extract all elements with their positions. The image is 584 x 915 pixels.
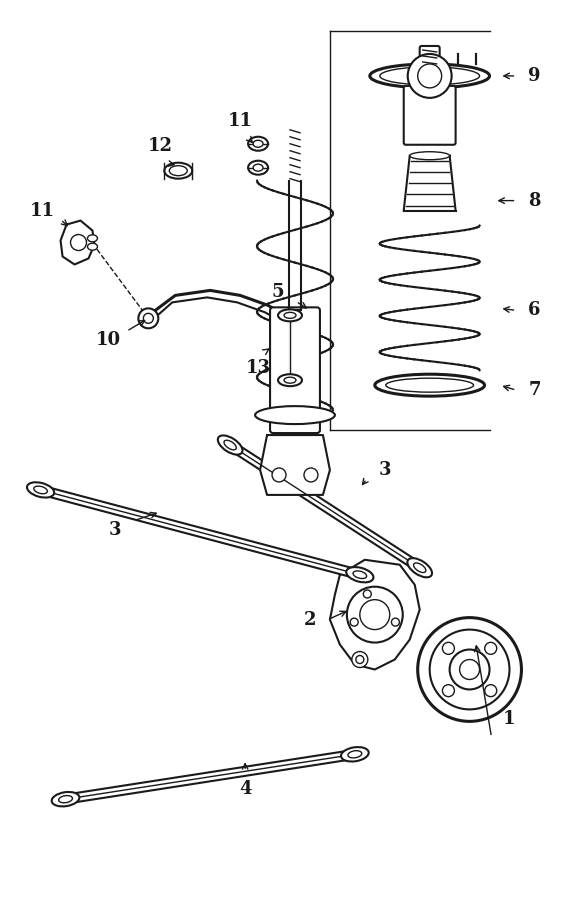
Polygon shape xyxy=(248,144,268,167)
Ellipse shape xyxy=(370,64,489,88)
Ellipse shape xyxy=(88,235,98,242)
Ellipse shape xyxy=(413,563,426,573)
Ellipse shape xyxy=(386,378,474,393)
Ellipse shape xyxy=(169,166,187,176)
Text: 2: 2 xyxy=(304,610,316,629)
Circle shape xyxy=(347,587,403,642)
Circle shape xyxy=(450,650,489,689)
Text: 11: 11 xyxy=(228,112,253,130)
Ellipse shape xyxy=(253,164,263,171)
Text: 7: 7 xyxy=(528,382,541,399)
Circle shape xyxy=(272,468,286,482)
Circle shape xyxy=(356,655,364,663)
Circle shape xyxy=(360,599,390,630)
FancyBboxPatch shape xyxy=(420,46,440,78)
Text: 3: 3 xyxy=(378,461,391,479)
Ellipse shape xyxy=(284,377,296,383)
Text: 5: 5 xyxy=(272,284,284,301)
Circle shape xyxy=(485,684,497,696)
Text: 8: 8 xyxy=(528,191,541,210)
Circle shape xyxy=(391,619,399,626)
Polygon shape xyxy=(61,221,95,264)
Text: 6: 6 xyxy=(528,301,541,319)
Circle shape xyxy=(460,660,479,680)
Ellipse shape xyxy=(341,747,369,761)
Circle shape xyxy=(443,642,454,654)
Circle shape xyxy=(408,54,451,98)
Ellipse shape xyxy=(353,571,367,578)
Circle shape xyxy=(143,313,154,323)
Text: 9: 9 xyxy=(528,67,541,85)
Circle shape xyxy=(71,234,86,251)
Ellipse shape xyxy=(248,161,268,175)
Circle shape xyxy=(352,651,368,668)
Circle shape xyxy=(485,642,497,654)
Text: 4: 4 xyxy=(239,780,251,798)
Circle shape xyxy=(430,630,509,709)
Ellipse shape xyxy=(380,67,479,85)
Text: 3: 3 xyxy=(109,521,121,539)
FancyBboxPatch shape xyxy=(270,307,320,433)
Ellipse shape xyxy=(248,136,268,151)
Text: 12: 12 xyxy=(148,136,173,155)
Ellipse shape xyxy=(408,558,432,577)
Ellipse shape xyxy=(224,440,237,450)
Ellipse shape xyxy=(278,309,302,321)
Polygon shape xyxy=(404,156,456,210)
Ellipse shape xyxy=(284,312,296,318)
Text: 13: 13 xyxy=(246,360,270,377)
Ellipse shape xyxy=(34,486,47,494)
Polygon shape xyxy=(260,435,330,495)
Ellipse shape xyxy=(27,482,54,498)
Ellipse shape xyxy=(410,152,450,160)
Text: 11: 11 xyxy=(30,201,55,220)
Ellipse shape xyxy=(164,163,192,178)
Polygon shape xyxy=(330,560,420,670)
Ellipse shape xyxy=(278,374,302,386)
Ellipse shape xyxy=(52,792,79,806)
Ellipse shape xyxy=(375,374,485,396)
Text: 1: 1 xyxy=(503,710,516,728)
Ellipse shape xyxy=(58,795,72,802)
Circle shape xyxy=(363,590,371,598)
Ellipse shape xyxy=(348,750,361,758)
Ellipse shape xyxy=(253,140,263,147)
Circle shape xyxy=(350,619,358,626)
Circle shape xyxy=(304,468,318,482)
Ellipse shape xyxy=(255,406,335,424)
Circle shape xyxy=(418,64,442,88)
Ellipse shape xyxy=(88,243,98,250)
FancyBboxPatch shape xyxy=(404,86,456,145)
Ellipse shape xyxy=(218,436,242,455)
Ellipse shape xyxy=(346,567,373,582)
Circle shape xyxy=(418,618,522,721)
Circle shape xyxy=(138,308,158,328)
Text: 10: 10 xyxy=(96,331,121,350)
Circle shape xyxy=(443,684,454,696)
